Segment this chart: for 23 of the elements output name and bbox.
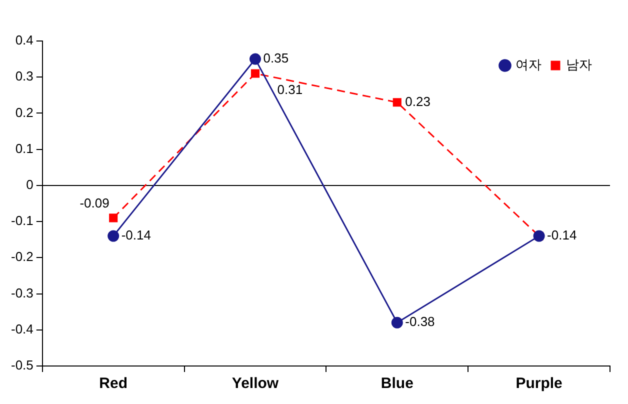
data-label: -0.09	[80, 196, 110, 211]
y-tick-label: -0.4	[10, 321, 34, 336]
y-tick-label: -0.5	[10, 358, 34, 373]
x-tick-label: Purple	[516, 375, 562, 392]
x-tick-label: Blue	[380, 375, 414, 392]
legend-label: 여자	[516, 57, 542, 72]
data-label: -0.38	[405, 314, 435, 330]
legend-label: 남자	[566, 57, 592, 72]
y-tick-label: -0.2	[10, 249, 34, 264]
x-tick-label: Yellow	[232, 375, 279, 392]
data-label: -0.14	[121, 228, 151, 243]
y-tick-label: 0	[26, 177, 34, 192]
data-label: 0.23	[405, 94, 430, 109]
y-tick-label: -0.3	[10, 285, 34, 300]
data-label: 0.35	[263, 50, 289, 66]
data-label: 0.31	[277, 82, 303, 98]
x-tick-label: Red	[99, 375, 128, 392]
y-tick-label: -0.1	[10, 213, 34, 228]
y-tick-label: 0.2	[15, 104, 34, 120]
y-tick-label: 0.1	[15, 140, 34, 156]
data-label: -0.14	[547, 228, 577, 243]
y-tick-label: 0.3	[15, 68, 34, 84]
y-tick-label: 0.4	[15, 32, 34, 48]
